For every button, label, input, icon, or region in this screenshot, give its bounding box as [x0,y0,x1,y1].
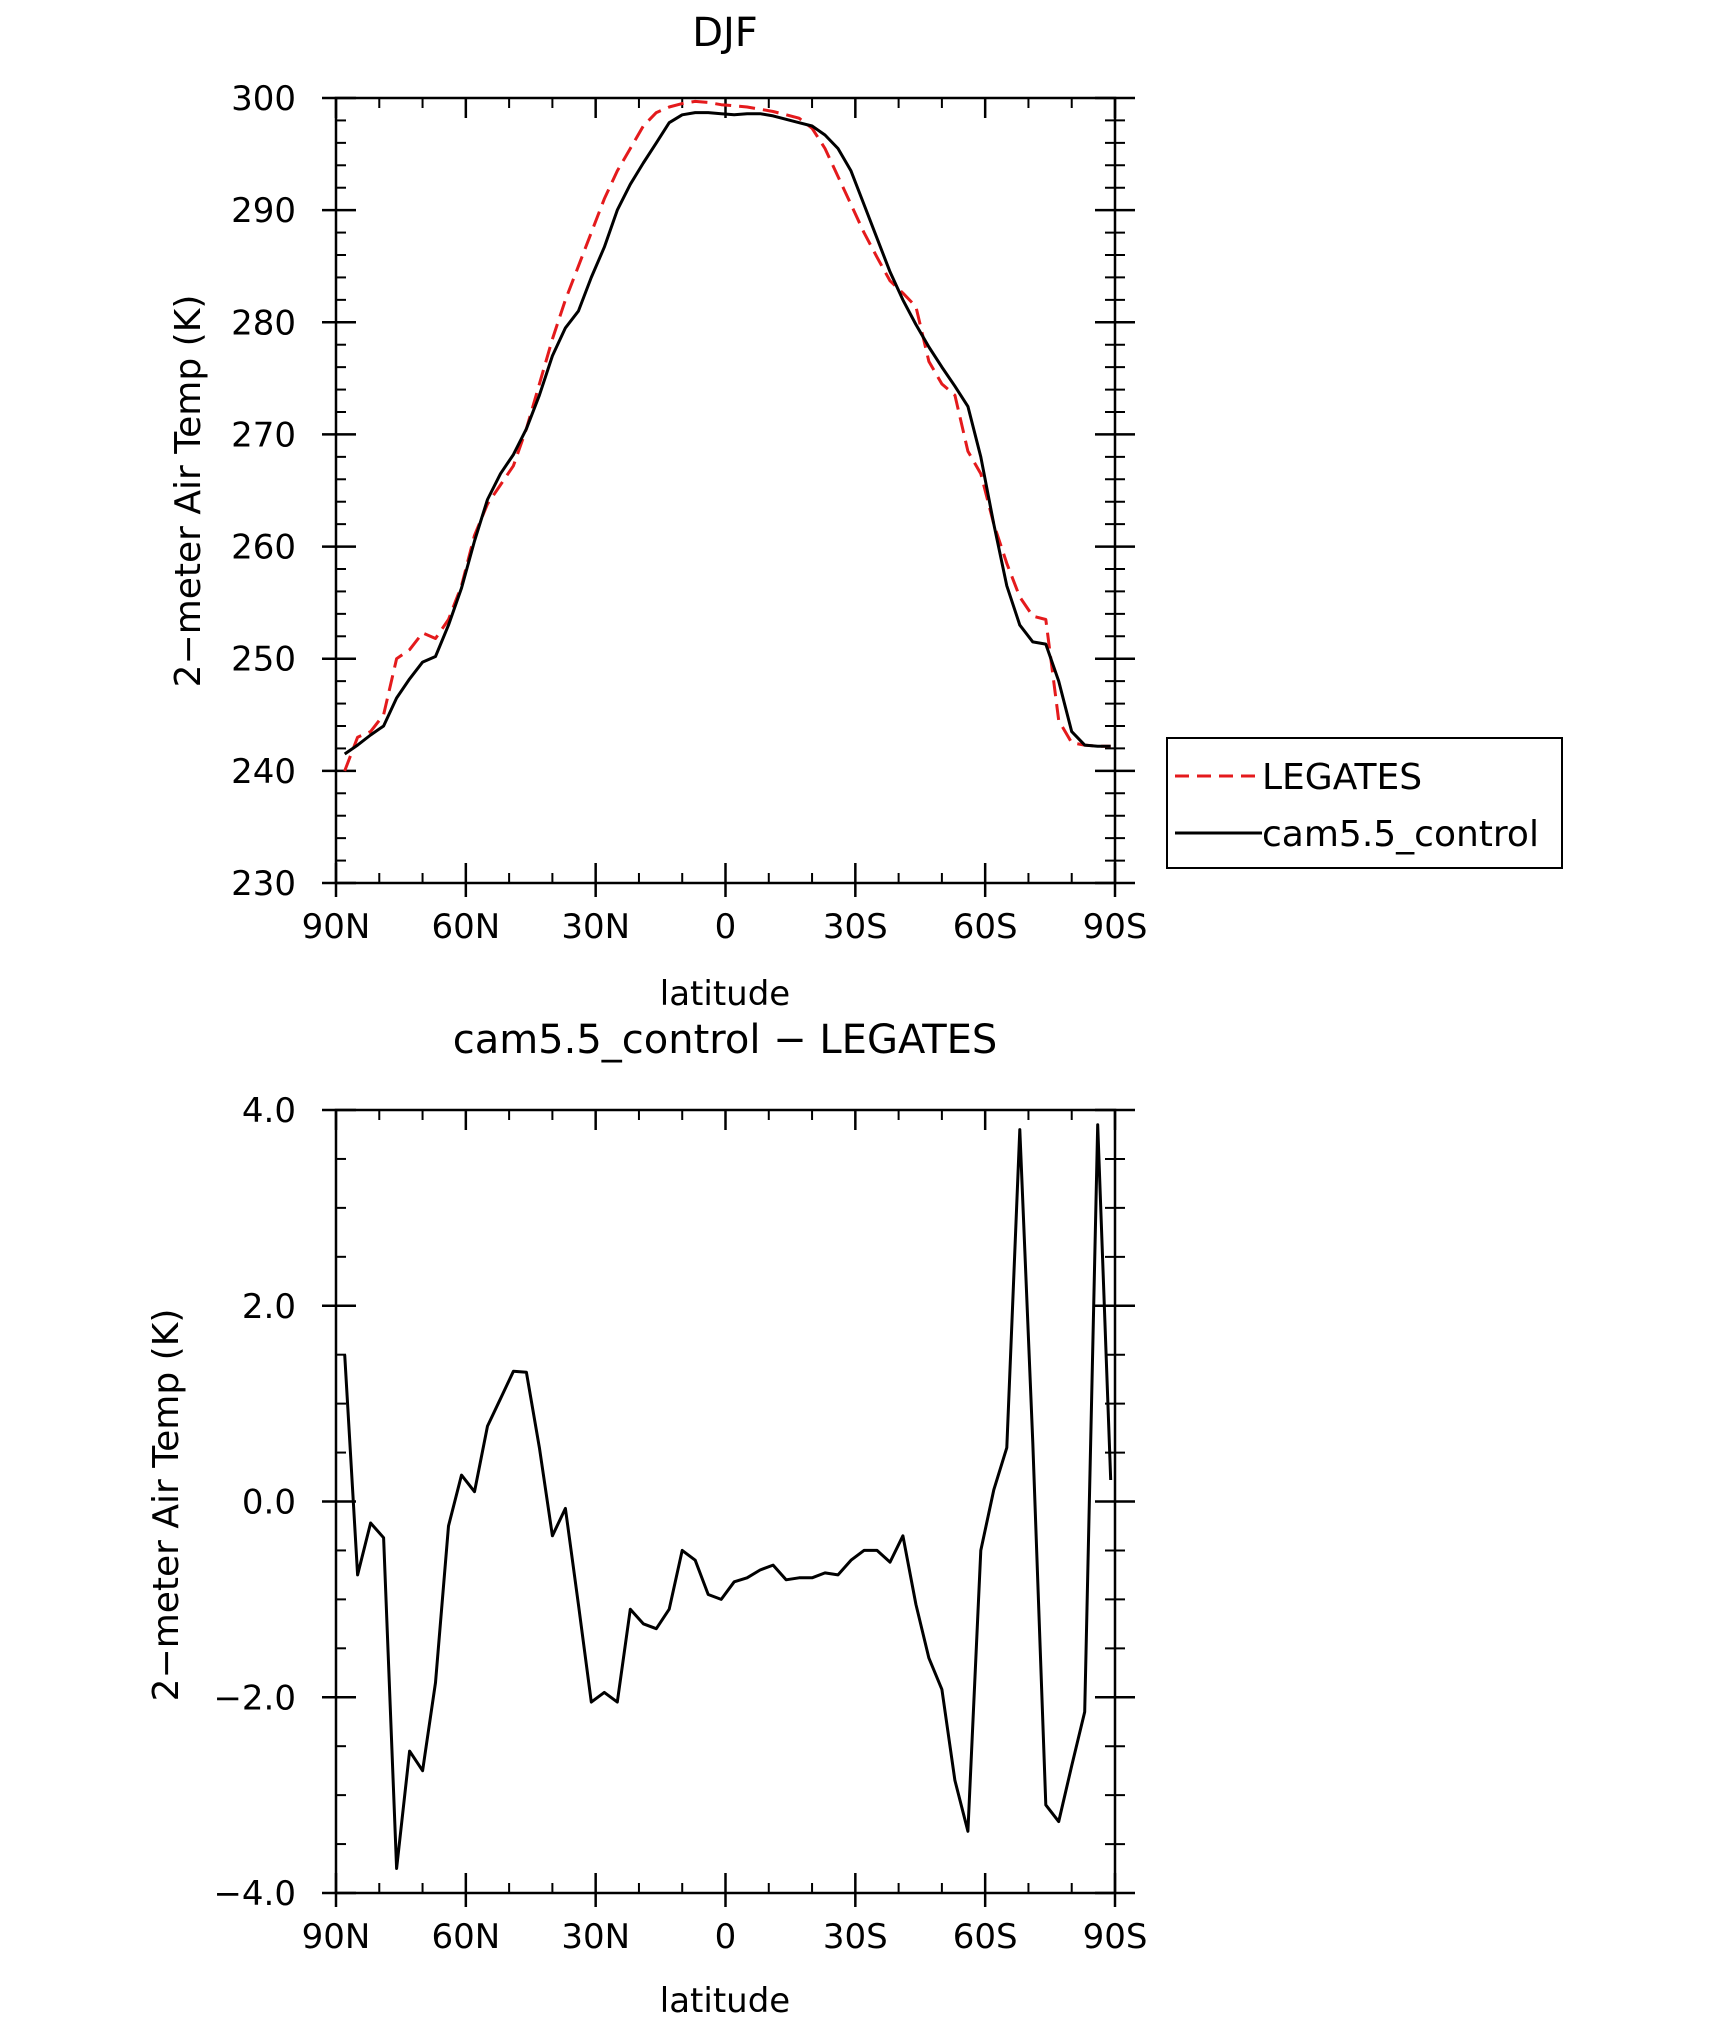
y-tick-label: 240 [231,752,296,792]
x-tick-label: 60N [431,1917,500,1957]
legend-label-cam5-5-control: cam5.5_control [1262,814,1539,855]
y-axis-label: 2−meter Air Temp (K) [168,295,209,688]
y-tick-label: 270 [231,415,296,455]
x-tick-label: 90S [1083,1917,1148,1957]
x-tick-label: 0 [715,907,737,947]
series-line-difference [343,1123,1113,1870]
x-tick-label: 0 [715,1917,737,1957]
x-tick-label: 60S [953,907,1018,947]
x-tick-label: 30N [561,1917,630,1957]
y-tick-label: 0.0 [242,1483,296,1523]
y-tick-label: −2.0 [213,1678,296,1718]
x-tick-labels: 90N 60N 30N 0 30S 60S 90S [302,1917,1148,1957]
series-line-cam5-5-control [343,111,1111,756]
x-tick-label: 60S [953,1917,1018,1957]
x-tick-label: 90N [302,1917,371,1957]
series-lines [343,99,1111,772]
y-tick-label: 250 [231,640,296,680]
y-axis-label: 2−meter Air Temp (K) [146,1309,187,1702]
x-tick-label: 30N [561,907,630,947]
x-tick-label: 30S [823,907,888,947]
y-tick-labels: −4.0 −2.0 0.0 2.0 4.0 [213,1091,296,1914]
y-tick-label: 230 [231,864,296,904]
x-tick-label: 90N [302,907,371,947]
difference-chart: cam5.5_control − LEGATES 2−meter Air Tem… [146,1017,1147,2021]
y-tick-labels: 230 240 250 260 270 280 290 300 [231,79,296,904]
y-tick-label: 300 [231,79,296,119]
chart-title: DJF [692,10,758,56]
x-tick-label: 90S [1083,907,1148,947]
series-lines [343,1123,1113,1870]
y-tick-label: −4.0 [213,1874,296,1914]
x-tick-label: 60N [431,907,500,947]
legend: LEGATES cam5.5_control [1166,737,1563,869]
y-tick-label: 4.0 [242,1091,296,1131]
plot-frame [334,96,1117,885]
chart-title: cam5.5_control − LEGATES [453,1017,998,1063]
y-tick-label: 260 [231,528,296,568]
series-line-legates [343,99,1111,772]
x-axis-label: latitude [660,1981,790,2021]
x-axis-label: latitude [660,974,790,1014]
djf-temperature-chart: DJF 2−meter Air Temp (K) latitude 230 240… [168,10,1563,1014]
legend-label-legates: LEGATES [1262,757,1422,798]
x-tick-labels: 90N 60N 30N 0 30S 60S 90S [302,907,1148,947]
plot-frame [334,1108,1117,1895]
legend-box [1166,737,1563,869]
y-tick-label: 2.0 [242,1287,296,1327]
y-tick-label: 290 [231,191,296,231]
y-tick-label: 280 [231,303,296,343]
x-tick-label: 30S [823,1917,888,1957]
